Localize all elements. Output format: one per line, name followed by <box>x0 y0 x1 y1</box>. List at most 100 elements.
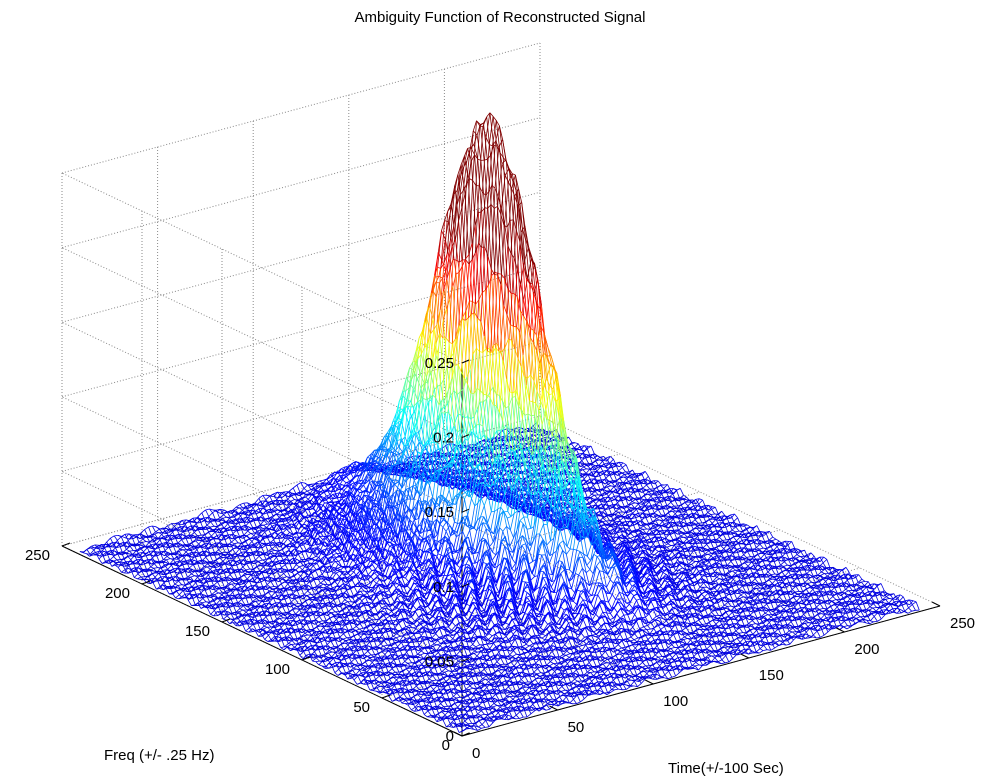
surface-mesh-segment <box>214 526 217 527</box>
surface-mesh-segment <box>198 529 201 535</box>
surface-mesh-segment <box>83 553 86 554</box>
surface-mesh-segment <box>134 577 137 578</box>
surface-mesh-segment <box>277 511 281 514</box>
surface-mesh-segment <box>211 522 214 526</box>
surface-mesh-segment <box>307 491 310 493</box>
surface-mesh-segment <box>274 535 278 540</box>
surface-mesh-segment <box>343 480 346 483</box>
surface-mesh-segment <box>304 488 307 491</box>
surface-mesh-segment <box>121 572 124 573</box>
surface-mesh-segment <box>294 521 298 525</box>
surface-mesh-segment <box>282 495 285 497</box>
surface-mesh-segment <box>358 483 361 484</box>
surface-mesh-segment <box>179 550 183 552</box>
surface-mesh-segment <box>121 570 125 573</box>
surface-mesh-segment <box>91 545 95 546</box>
surface-mesh-segment <box>235 539 238 543</box>
surface-mesh-segment <box>223 517 227 518</box>
surface-mesh-segment <box>163 556 167 559</box>
surface-mesh-segment <box>305 483 308 485</box>
surface-mesh-segment <box>210 526 214 527</box>
surface-mesh-segment <box>236 505 240 508</box>
surface-mesh-segment <box>154 568 158 569</box>
surface-mesh-segment <box>231 542 234 544</box>
surface-mesh-segment <box>107 538 111 542</box>
surface-mesh-segment <box>141 530 145 534</box>
surface-mesh-segment <box>128 556 131 559</box>
surface-mesh-segment <box>158 554 161 556</box>
surface-mesh-segment <box>143 539 146 542</box>
surface-mesh-segment <box>134 574 138 577</box>
surface-mesh-segment <box>186 520 189 521</box>
surface-mesh-segment <box>126 549 129 551</box>
surface-mesh-segment <box>316 481 320 483</box>
surface-mesh-segment <box>255 498 259 503</box>
surface-mesh-segment <box>251 533 254 535</box>
surface-mesh-segment <box>297 483 301 486</box>
surface-mesh-segment <box>289 488 293 491</box>
surface-mesh-segment <box>262 545 265 548</box>
surface-mesh-segment <box>133 537 136 539</box>
surface-mesh-segment <box>122 536 126 538</box>
surface-mesh-segment <box>184 547 187 550</box>
surface-mesh-segment <box>142 542 146 543</box>
surface-mesh-segment <box>326 495 330 496</box>
surface-mesh-segment <box>137 579 140 580</box>
surface-mesh-segment <box>83 549 87 552</box>
surface-mesh-segment <box>206 557 209 561</box>
surface-mesh-segment <box>479 441 483 442</box>
surface-mesh-segment <box>293 485 297 488</box>
surface-mesh-segment <box>156 529 160 532</box>
surface-mesh-segment <box>155 573 159 577</box>
surface-mesh-segment <box>168 565 172 569</box>
surface-mesh-segment <box>575 444 579 448</box>
surface-mesh-segment <box>260 525 264 526</box>
surface-mesh-segment <box>125 534 129 535</box>
surface-mesh-segment <box>182 540 185 545</box>
surface-mesh-segment <box>249 539 252 541</box>
surface-mesh-segment <box>310 496 314 501</box>
surface-mesh-segment <box>244 531 248 535</box>
back-wall-gridline <box>62 43 540 173</box>
surface-mesh-segment <box>118 567 121 572</box>
surface-mesh-segment <box>237 546 241 547</box>
surface-mesh-segment <box>117 537 121 541</box>
surface-mesh-segment <box>136 534 140 535</box>
surface-mesh-segment <box>93 552 96 553</box>
surface-mesh-segment <box>149 527 152 535</box>
surface-mesh-segment <box>121 534 125 536</box>
surface-mesh-segment <box>264 525 267 527</box>
surface-mesh-segment <box>264 524 268 525</box>
surface-mesh-segment <box>320 481 323 483</box>
surface-mesh-segment <box>291 496 294 500</box>
surface-mesh-segment <box>223 515 226 517</box>
surface-mesh-segment <box>286 529 290 530</box>
surface-mesh-segment <box>305 497 308 499</box>
surface-mesh-segment <box>170 543 173 544</box>
surface-mesh-segment <box>270 494 274 496</box>
surface-mesh-segment <box>263 495 266 499</box>
surface-mesh-segment <box>295 500 298 501</box>
surface-mesh-segment <box>247 533 251 535</box>
surface-mesh-segment <box>220 515 224 518</box>
surface-mesh-segment <box>307 490 311 491</box>
surface-mesh-segment <box>317 509 320 512</box>
surface-mesh-segment <box>149 526 153 527</box>
surface-mesh-segment <box>114 536 117 541</box>
surface-mesh-segment <box>138 574 141 577</box>
surface-mesh-segment <box>198 513 202 517</box>
surface-mesh-segment <box>229 549 233 552</box>
surface-mesh-segment <box>347 477 350 482</box>
surface-mesh-segment <box>167 556 170 558</box>
surface-mesh-segment <box>158 561 162 562</box>
surface-mesh-segment <box>304 485 308 489</box>
surface-mesh-segment <box>411 456 415 457</box>
surface-mesh-segment <box>196 540 200 541</box>
surface-mesh-segment <box>248 527 251 529</box>
surface-mesh-segment <box>569 437 572 442</box>
surface-mesh-segment <box>235 508 239 510</box>
surface-mesh-segment <box>278 532 282 535</box>
surface-mesh-segment <box>145 527 149 530</box>
surface-mesh-segment <box>110 536 114 538</box>
